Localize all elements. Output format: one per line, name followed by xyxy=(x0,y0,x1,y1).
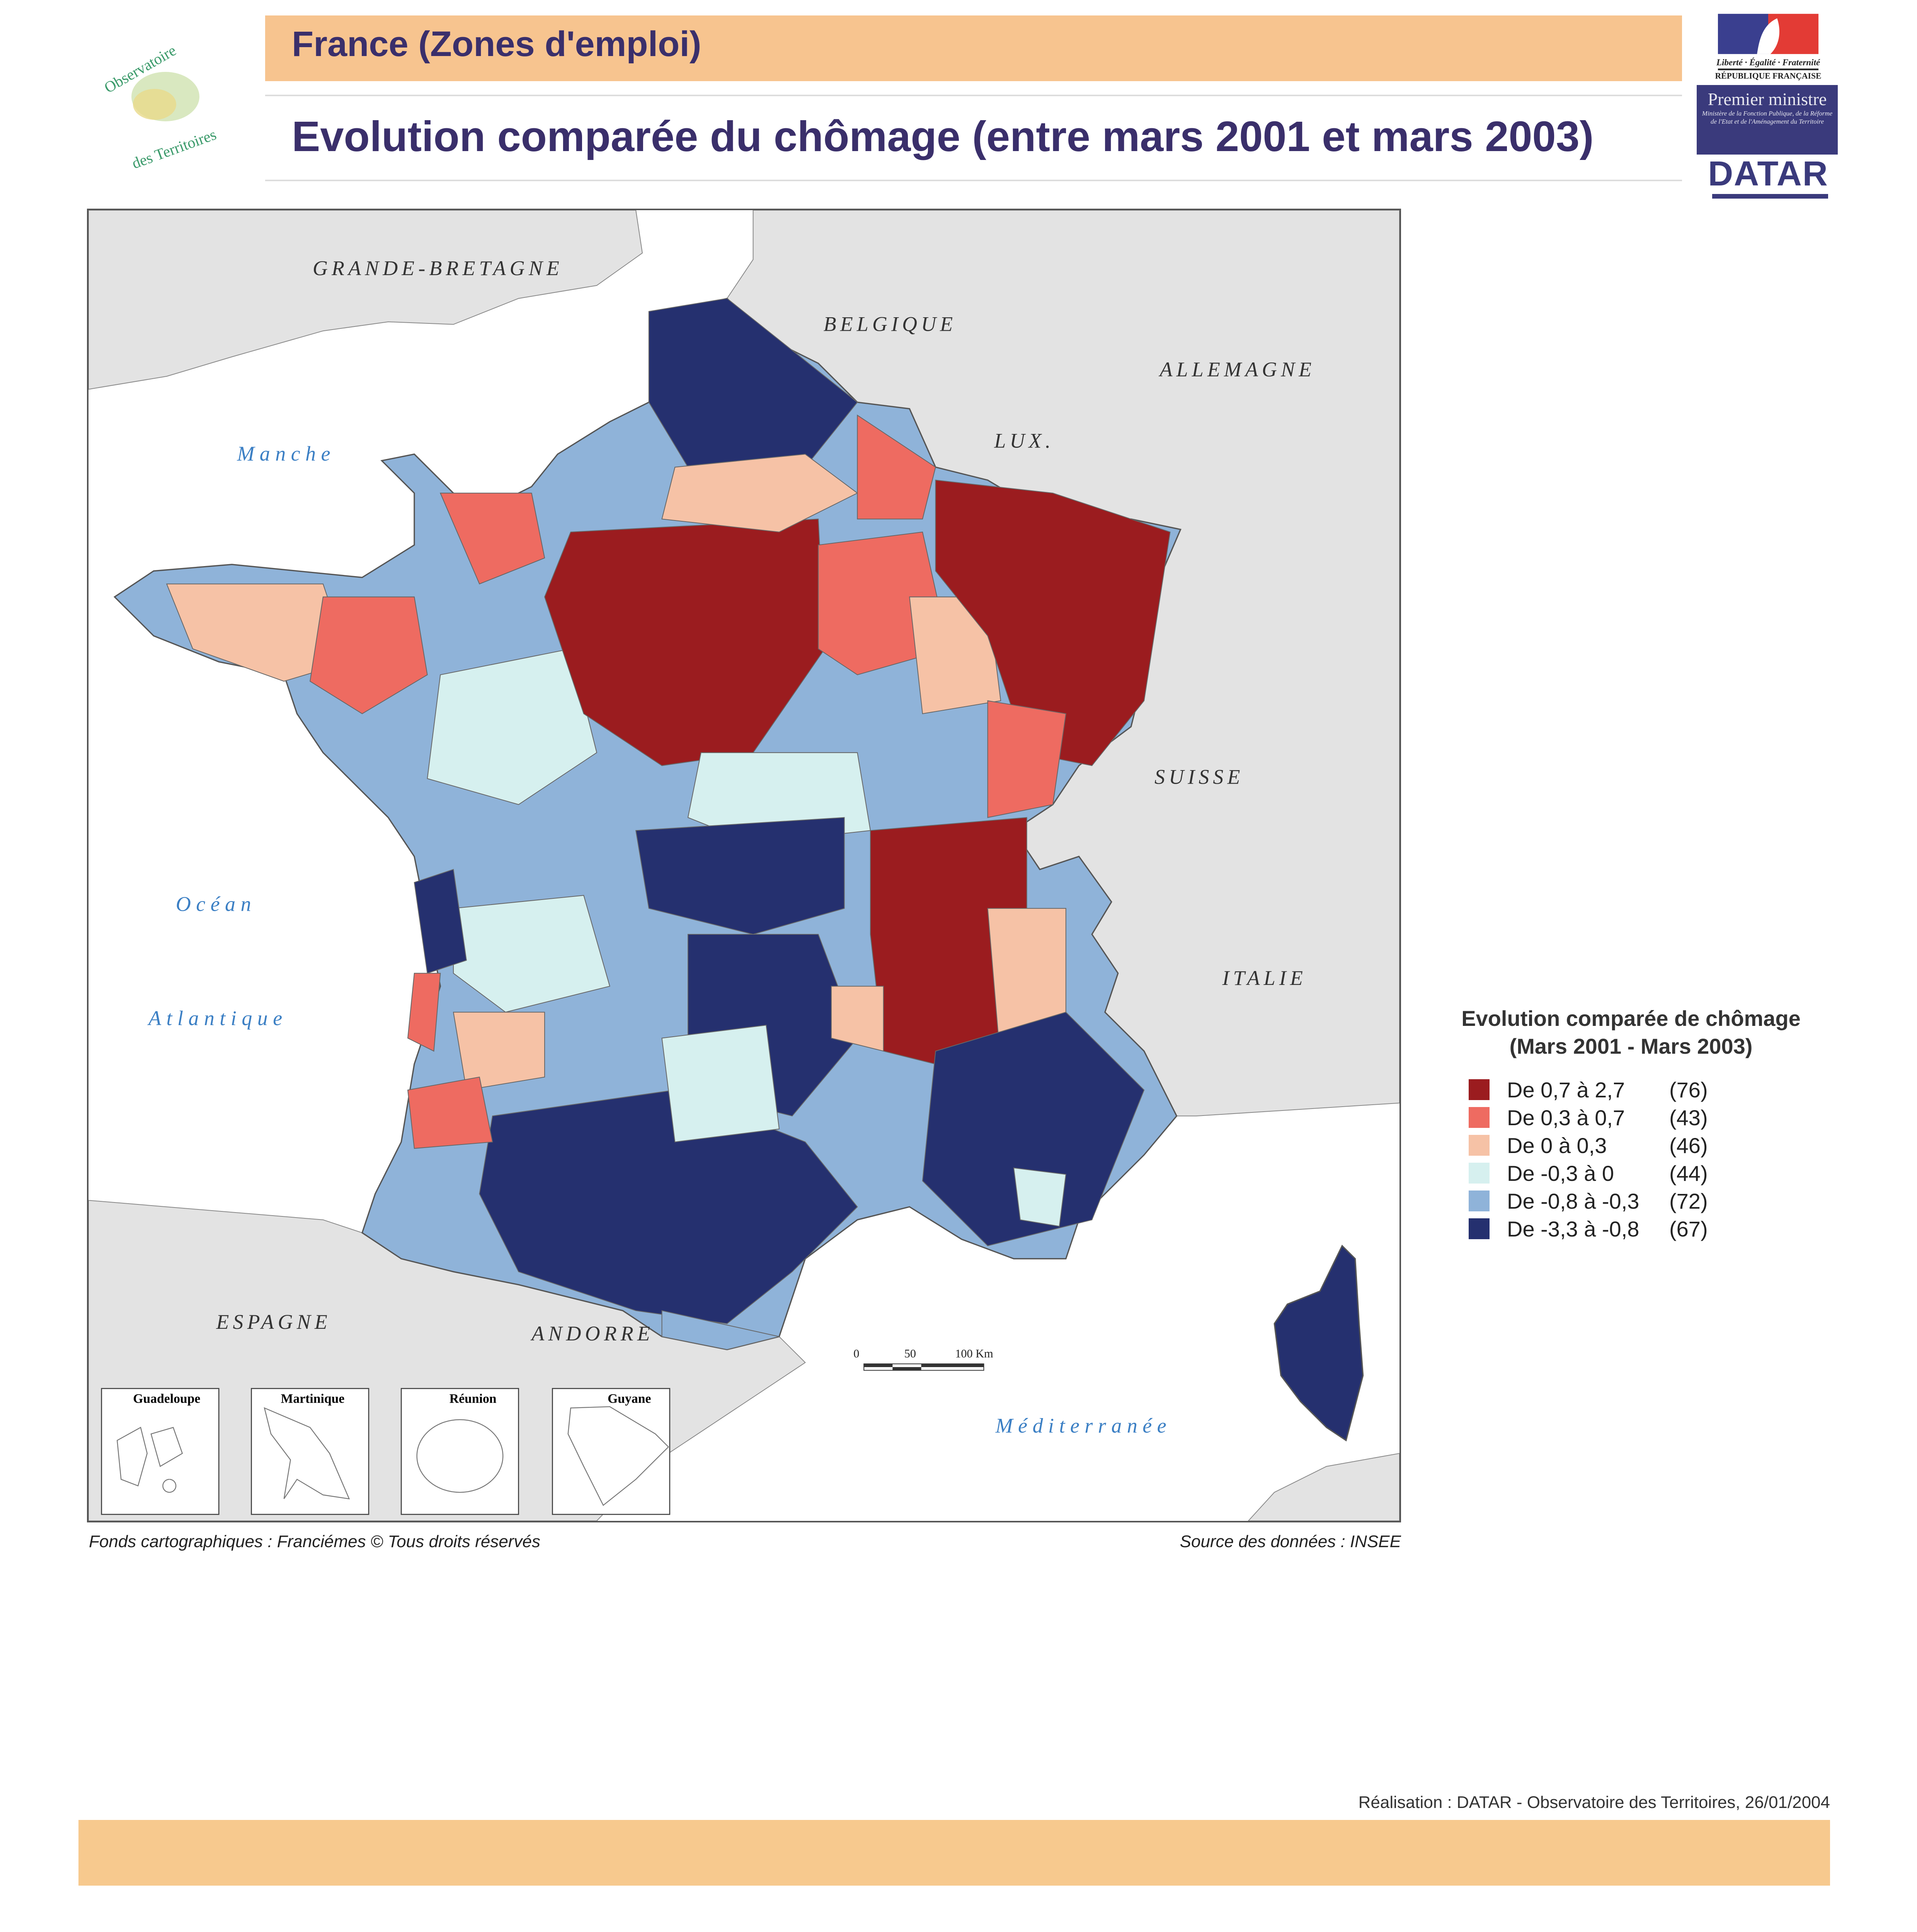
realisation-credit: Réalisation : DATAR - Observatoire des T… xyxy=(1358,1793,1830,1812)
label-mediterranee: Méditerranée xyxy=(995,1414,1171,1437)
legend-item: De -3,3 à -0,8 (67) xyxy=(1469,1215,1832,1243)
legend-item: De 0,7 à 2,7 (76) xyxy=(1469,1076,1832,1104)
legend-swatch xyxy=(1469,1190,1490,1211)
legend-label: De 0,7 à 2,7 xyxy=(1507,1077,1625,1102)
footer-bar xyxy=(78,1820,1830,1886)
map-credits: Fonds cartographiques : Franciémes © Tou… xyxy=(89,1532,540,1551)
legend-title-line2: (Mars 2001 - Mars 2003) xyxy=(1509,1034,1753,1058)
label-grande-bretagne: GRANDE-BRETAGNE xyxy=(313,257,563,280)
divider xyxy=(265,180,1682,181)
svg-text:RÉPUBLIQUE FRANÇAISE: RÉPUBLIQUE FRANÇAISE xyxy=(1715,71,1822,80)
legend-swatch xyxy=(1469,1079,1490,1100)
label-atlantique: Atlantique xyxy=(147,1007,288,1030)
premier-ministre-logo: Premier ministre Ministère de la Fonctio… xyxy=(1697,85,1838,155)
label-italie: ITALIE xyxy=(1222,966,1306,990)
legend-swatch xyxy=(1469,1107,1490,1128)
data-source: Source des données : INSEE xyxy=(1180,1532,1401,1551)
inset-guyane[interactable]: Guyane xyxy=(552,1388,671,1515)
header-bar xyxy=(265,15,1682,81)
ministere-label: Ministère de la Fonction Publique, de la… xyxy=(1702,110,1833,125)
legend-title-line1: Evolution comparée de chômage xyxy=(1461,1006,1801,1031)
svg-text:50: 50 xyxy=(904,1347,916,1360)
legend-item: De 0 à 0,3 (46) xyxy=(1469,1131,1832,1159)
legend-swatch xyxy=(1469,1135,1490,1156)
legend-item: De -0,8 à -0,3 (72) xyxy=(1469,1187,1832,1215)
label-suisse: SUISSE xyxy=(1154,765,1244,789)
label-espagne: ESPAGNE xyxy=(216,1310,331,1333)
label-allemagne: ALLEMAGNE xyxy=(1159,358,1316,381)
inset-martinique[interactable]: Martinique xyxy=(251,1388,369,1515)
legend-label: De -0,3 à 0 xyxy=(1507,1161,1614,1185)
svg-text:Martinique: Martinique xyxy=(281,1391,345,1406)
legend-item: De 0,3 à 0,7 (43) xyxy=(1469,1104,1832,1131)
legend-count: (46) xyxy=(1669,1133,1708,1158)
divider xyxy=(265,95,1682,96)
svg-text:Réunion: Réunion xyxy=(449,1391,497,1406)
legend-label: De -3,3 à -0,8 xyxy=(1507,1216,1639,1241)
label-ocean: Océan xyxy=(176,893,256,916)
legend-count: (44) xyxy=(1669,1161,1708,1185)
svg-text:Liberté · Égalité · Fraternité: Liberté · Égalité · Fraternité xyxy=(1716,58,1820,68)
republique-francaise-logo: Liberté · Égalité · Fraternité RÉPUBLIQU… xyxy=(1715,14,1822,80)
inset-guadeloupe[interactable]: Guadeloupe xyxy=(101,1388,220,1515)
label-manche: Manche xyxy=(237,442,335,465)
datar-logo: DATAR xyxy=(1708,155,1828,193)
inset-reunion[interactable]: Réunion xyxy=(400,1388,519,1515)
legend-label: De -0,8 à -0,3 xyxy=(1507,1189,1639,1213)
datar-underline xyxy=(1712,194,1828,199)
land-uk xyxy=(89,210,643,390)
legend-count: (67) xyxy=(1669,1216,1708,1241)
svg-text:100 Km: 100 Km xyxy=(955,1347,993,1360)
land-north-africa xyxy=(1248,1453,1399,1521)
svg-text:Guadeloupe: Guadeloupe xyxy=(133,1391,200,1406)
header-title: France (Zones d'emploi) xyxy=(292,24,701,64)
label-luxembourg: LUX. xyxy=(994,429,1054,452)
map[interactable]: GRANDE-BRETAGNE BELGIQUE ALLEMAGNE LUX. … xyxy=(87,209,1401,1522)
legend-swatch xyxy=(1469,1218,1490,1239)
legend-count: (76) xyxy=(1669,1077,1708,1102)
page-title: Evolution comparée du chômage (entre mar… xyxy=(292,113,1594,160)
svg-text:0: 0 xyxy=(853,1347,859,1360)
legend: Evolution comparée de chômage (Mars 2001… xyxy=(1430,1005,1832,1243)
legend-count: (72) xyxy=(1669,1189,1708,1213)
corsica[interactable] xyxy=(1273,1245,1364,1442)
legend-title: Evolution comparée de chômage (Mars 2001… xyxy=(1430,1005,1832,1060)
svg-text:des Territoires: des Territoires xyxy=(129,126,218,172)
scale-bar: 0 50 100 Km xyxy=(853,1347,993,1371)
legend-label: De 0 à 0,3 xyxy=(1507,1133,1607,1158)
svg-text:Guyane: Guyane xyxy=(608,1391,651,1406)
legend-item: De -0,3 à 0 (44) xyxy=(1469,1159,1832,1187)
premier-ministre-label: Premier ministre xyxy=(1708,89,1827,109)
employment-zones xyxy=(166,298,1171,1350)
legend-count: (43) xyxy=(1669,1105,1708,1130)
label-belgique: BELGIQUE xyxy=(824,312,957,335)
label-andorre: ANDORRE xyxy=(530,1322,654,1345)
legend-label: De 0,3 à 0,7 xyxy=(1507,1105,1625,1130)
legend-swatch xyxy=(1469,1163,1490,1184)
observatoire-logo: Observatoire des Territoires xyxy=(101,41,219,172)
